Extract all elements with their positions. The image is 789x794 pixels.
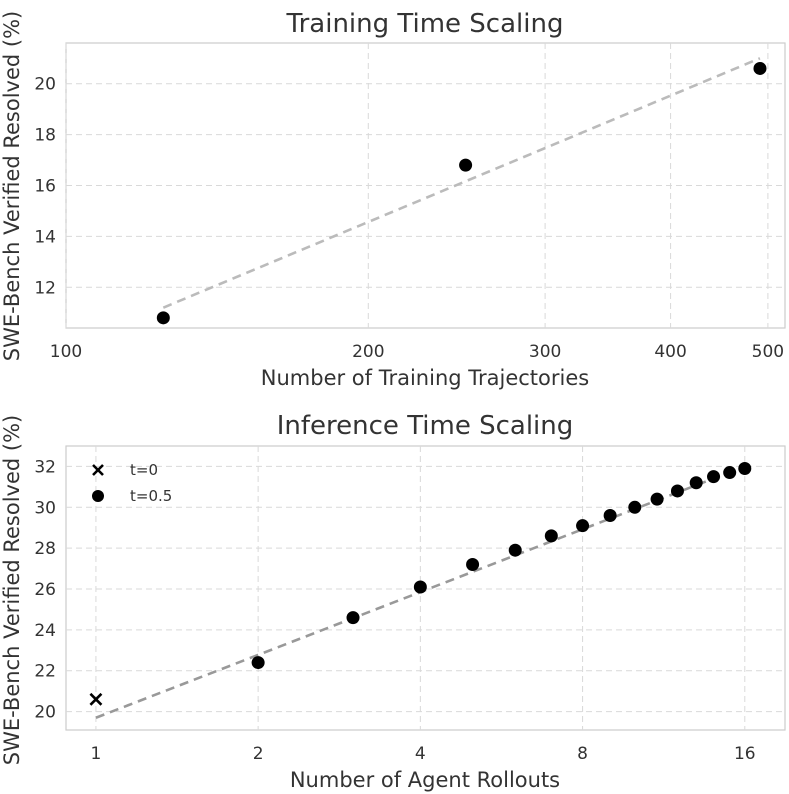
y-tick-label: 20 (34, 703, 56, 723)
y-tick-label: 20 (34, 75, 56, 95)
y-tick-label: 24 (34, 621, 56, 641)
y-tick-label: 12 (34, 278, 56, 298)
x-tick-label: 1 (91, 744, 102, 764)
y-tick-label: 28 (34, 539, 56, 559)
legend-label: t=0 (130, 461, 158, 479)
chart-title: Training Time Scaling (286, 9, 564, 39)
inference-time-scaling-chart: Inference Time Scaling 1 2 4 8 16 2022242628… (0, 411, 786, 792)
x-tick-label: 4 (415, 744, 426, 764)
legend-x-marker (92, 464, 104, 476)
y-tick-label: 22 (34, 662, 56, 682)
data-point (670, 484, 684, 498)
data-point (508, 543, 522, 557)
x-tick-label: 100 (50, 342, 82, 362)
data-point (466, 558, 480, 572)
x-tick-label: 200 (352, 342, 384, 362)
x-axis-label: Number of Training Trajectories (261, 366, 589, 390)
data-point-x-marker (89, 692, 103, 706)
data-point (459, 158, 473, 172)
x-tick-label: 8 (577, 744, 588, 764)
data-point (544, 529, 558, 543)
x-tick-label: 2 (253, 744, 264, 764)
y-tick-label: 14 (34, 227, 56, 247)
trend-line (162, 57, 761, 309)
data-point (156, 311, 170, 325)
legend: t=0 t=0.5 (92, 461, 172, 505)
x-tick-label: 300 (529, 342, 561, 362)
data-point (251, 656, 265, 670)
y-axis-label: SWE-Bench Verified Resolved (%) (0, 11, 24, 362)
data-point (628, 500, 642, 514)
y-tick-label: 16 (34, 177, 56, 197)
plot-frame (65, 445, 786, 731)
data-point (346, 611, 360, 625)
x-tick-label: 500 (752, 342, 784, 362)
chart-title: Inference Time Scaling (277, 411, 574, 441)
data-point (603, 508, 617, 522)
data-point (707, 470, 721, 484)
x-marker-stroke (89, 692, 103, 706)
legend-circle-marker (92, 490, 104, 502)
y-tick-label: 18 (34, 126, 56, 146)
data-point (723, 466, 737, 480)
x-axis-label: Number of Agent Rollouts (290, 768, 560, 792)
y-tick-label: 30 (34, 498, 56, 518)
training-time-scaling-chart: Training Time Scaling 100 200 300 400 500 12… (0, 9, 786, 390)
data-point (576, 519, 590, 533)
y-tick-label: 32 (34, 457, 56, 477)
data-point (738, 461, 752, 475)
x-tick-label: 16 (734, 744, 756, 764)
legend-label: t=0.5 (130, 487, 172, 505)
data-point (753, 61, 767, 75)
y-tick-label: 26 (34, 580, 56, 600)
x-tick-label: 400 (654, 342, 686, 362)
data-point (689, 476, 703, 490)
data-point (413, 580, 427, 594)
y-axis-label: SWE-Bench Verified Resolved (%) (0, 415, 24, 766)
data-point (650, 492, 664, 506)
